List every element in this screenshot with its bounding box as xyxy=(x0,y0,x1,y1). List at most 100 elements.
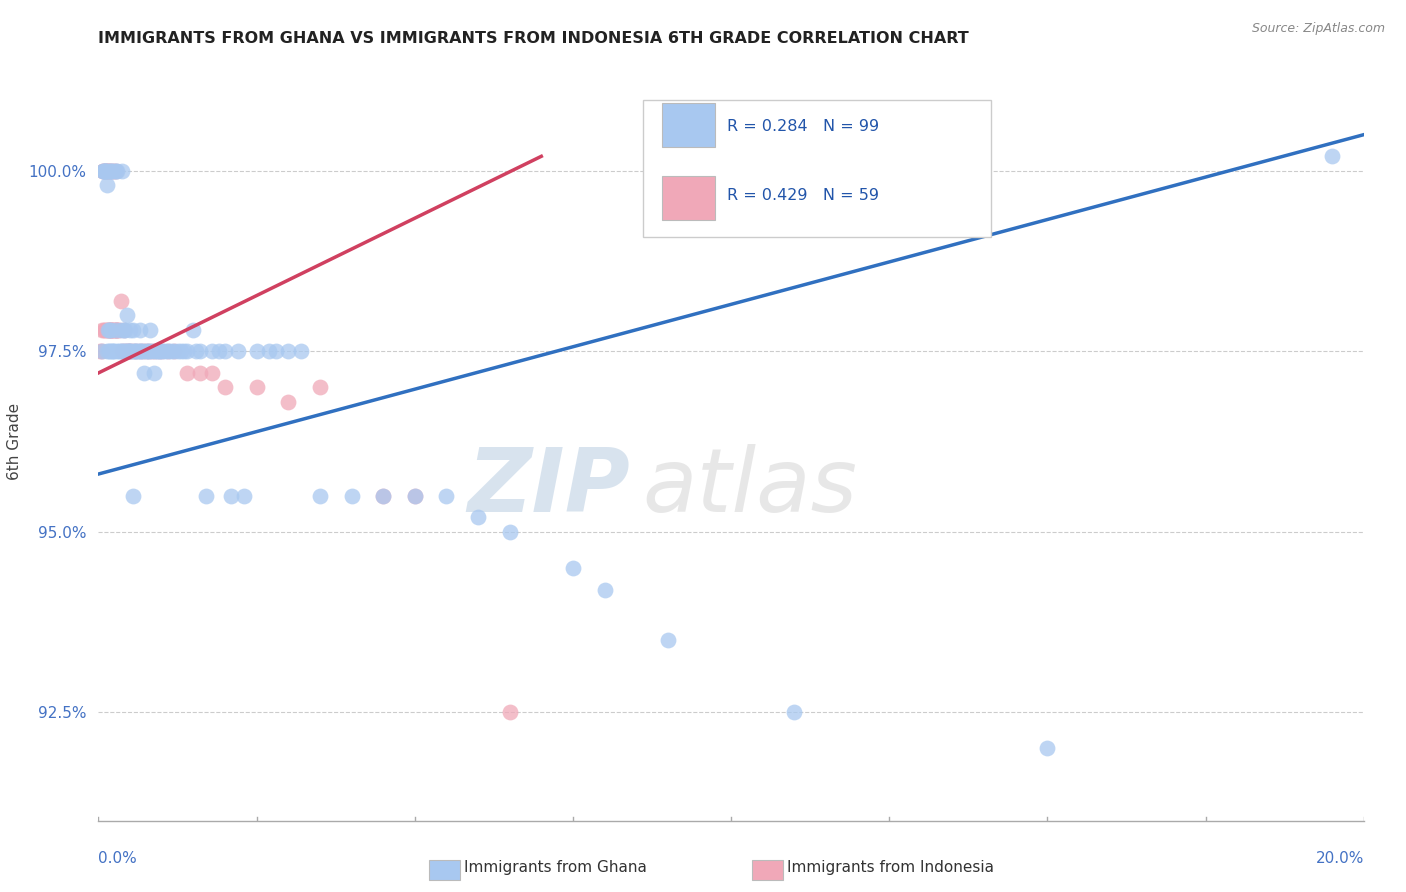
Point xyxy=(340,489,363,503)
Point xyxy=(309,489,332,503)
Point xyxy=(101,323,124,337)
Point xyxy=(103,323,125,337)
Point xyxy=(114,344,136,359)
FancyBboxPatch shape xyxy=(661,103,714,147)
Point xyxy=(105,323,128,337)
Point xyxy=(128,344,150,359)
Point xyxy=(436,489,458,503)
Point xyxy=(657,633,679,648)
Point xyxy=(124,344,146,359)
Point xyxy=(89,344,111,359)
Point xyxy=(1036,741,1059,756)
Point xyxy=(188,344,211,359)
Point xyxy=(120,344,141,359)
Point xyxy=(593,582,616,597)
Point xyxy=(112,323,135,337)
Point xyxy=(91,344,114,359)
Point xyxy=(90,344,112,359)
Point xyxy=(138,344,160,359)
Point xyxy=(226,344,249,359)
Point xyxy=(107,163,129,178)
FancyBboxPatch shape xyxy=(661,176,714,220)
Text: ZIP: ZIP xyxy=(467,443,630,531)
Point xyxy=(125,344,148,359)
Point xyxy=(107,344,129,359)
Point xyxy=(233,489,256,503)
Point xyxy=(1322,149,1344,163)
Point xyxy=(94,163,117,178)
Point xyxy=(93,323,115,337)
Point xyxy=(214,380,236,394)
Text: 0.0%: 0.0% xyxy=(98,851,138,866)
Point xyxy=(132,344,155,359)
Point xyxy=(309,380,332,394)
Point xyxy=(124,344,146,359)
Point xyxy=(96,163,118,178)
Point xyxy=(115,344,138,359)
Point xyxy=(93,163,115,178)
Point xyxy=(112,344,135,359)
Point xyxy=(371,489,394,503)
Point xyxy=(107,344,129,359)
Point xyxy=(115,308,138,322)
Point xyxy=(163,344,186,359)
Point xyxy=(118,344,141,359)
FancyBboxPatch shape xyxy=(643,100,990,236)
Point xyxy=(96,344,118,359)
Point xyxy=(208,344,231,359)
Point xyxy=(111,163,134,178)
Point xyxy=(145,344,167,359)
Point xyxy=(277,344,299,359)
Point xyxy=(103,344,125,359)
Point xyxy=(277,394,299,409)
Point xyxy=(201,344,224,359)
Point xyxy=(107,323,129,337)
Text: Immigrants from Indonesia: Immigrants from Indonesia xyxy=(787,860,994,874)
Point xyxy=(96,178,118,193)
Point xyxy=(150,344,173,359)
Point xyxy=(94,163,117,178)
Point xyxy=(105,323,128,337)
Point xyxy=(120,323,141,337)
Point xyxy=(176,344,198,359)
Point xyxy=(131,344,153,359)
Text: 20.0%: 20.0% xyxy=(1316,851,1364,866)
Point xyxy=(132,344,155,359)
Point xyxy=(120,344,141,359)
Y-axis label: 6th Grade: 6th Grade xyxy=(7,403,21,480)
Point xyxy=(135,344,157,359)
Point xyxy=(186,344,208,359)
Point xyxy=(141,344,163,359)
Point xyxy=(145,344,166,359)
Point xyxy=(145,344,166,359)
Point xyxy=(111,344,134,359)
Point xyxy=(111,344,134,359)
Point xyxy=(246,344,269,359)
Point xyxy=(90,323,112,337)
Point xyxy=(176,366,198,380)
Point xyxy=(290,344,312,359)
Point xyxy=(91,163,114,178)
Point xyxy=(100,323,122,337)
Point xyxy=(136,344,159,359)
Text: Immigrants from Ghana: Immigrants from Ghana xyxy=(464,860,647,874)
Point xyxy=(157,344,180,359)
Point xyxy=(98,323,121,337)
Point xyxy=(114,344,136,359)
Point xyxy=(122,489,145,503)
Point xyxy=(264,344,287,359)
Point xyxy=(125,344,148,359)
Point xyxy=(93,163,117,178)
Point xyxy=(98,323,121,337)
Point xyxy=(404,489,426,503)
Point xyxy=(404,489,426,503)
Point xyxy=(153,344,176,359)
Point xyxy=(118,344,141,359)
Point xyxy=(93,323,117,337)
Point xyxy=(110,323,132,337)
Point xyxy=(101,344,124,359)
Point xyxy=(128,323,150,337)
Point xyxy=(107,323,129,337)
Point xyxy=(467,510,489,524)
Point xyxy=(141,344,163,359)
